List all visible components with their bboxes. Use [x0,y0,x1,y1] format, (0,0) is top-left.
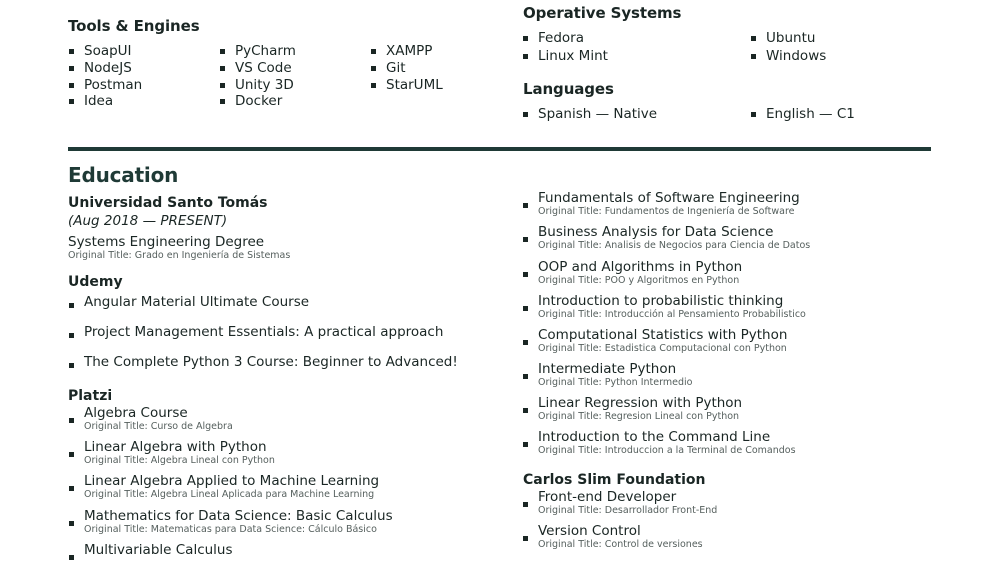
bullet-icon [371,83,376,88]
tool-item: StarUML [371,77,443,93]
study-dates: (Aug 2018 — PRESENT) [68,213,228,229]
bullet-icon [69,521,74,526]
bullet-icon [523,203,528,208]
institution-name: Universidad Santo Tomás [68,195,268,211]
bullet-icon [523,36,528,41]
bullet-icon [69,363,74,368]
bullet-icon [751,54,756,59]
bullet-icon [220,49,225,54]
section-divider [68,147,931,151]
institution-name: Carlos Slim Foundation [523,472,706,488]
tool-item: VS Code [220,60,292,76]
course-item: Algebra Course Original Title: Curso de Al… [69,405,233,432]
bullet-icon [69,99,74,104]
course-item: Business Analysis for Data Science Origin… [523,224,810,251]
course-item: Version Control Original Title: Control de… [523,523,703,550]
course-item: Front-end Developer Original Title: Desarr… [523,489,717,516]
course-item: Introduction to the Command Line Original… [523,429,796,456]
bullet-icon [69,418,74,423]
language-item: Spanish — Native [523,106,657,122]
degree-original-title: Original Title: Grado en Ingeniería de S… [68,250,291,261]
tool-item: NodeJS [69,60,132,76]
education-heading: Education [68,163,179,187]
bullet-icon [69,333,74,338]
language-item: English — C1 [751,106,855,122]
course-item: Linear Regression with Python Original Ti… [523,395,742,422]
tool-item: PyCharm [220,43,296,59]
os-item: Windows [751,48,826,64]
bullet-icon [69,555,74,560]
course-item: Project Management Essentials: A practic… [69,324,443,340]
bullet-icon [523,374,528,379]
tool-item: Unity 3D [220,77,294,93]
tool-item: SoapUI [69,43,132,59]
course-item: Multivariable Calculus [69,542,233,560]
course-item: The Complete Python 3 Course: Beginner t… [69,354,458,370]
course-item: OOP and Algorithms in Python Original Tit… [523,259,742,286]
course-item: Angular Material Ultimate Course [69,294,309,310]
bullet-icon [751,36,756,41]
bullet-icon [523,502,528,507]
tool-item: Git [371,60,406,76]
tool-item: Postman [69,77,142,93]
languages-heading: Languages [523,80,614,98]
bullet-icon [69,83,74,88]
tool-item: Idea [69,93,113,109]
bullet-icon [69,452,74,457]
bullet-icon [523,408,528,413]
institution-name: Udemy [68,274,123,290]
course-item: Mathematics for Data Science: Basic Calc… [69,508,393,535]
os-heading: Operative Systems [523,4,682,22]
bullet-icon [220,83,225,88]
bullet-icon [69,49,74,54]
bullet-icon [69,486,74,491]
os-item: Linux Mint [523,48,608,64]
bullet-icon [69,66,74,71]
tools-heading: Tools & Engines [68,17,200,35]
bullet-icon [220,99,225,104]
os-item: Ubuntu [751,30,815,46]
bullet-icon [371,49,376,54]
os-item: Fedora [523,30,584,46]
course-item: Intermediate Python Original Title: Python… [523,361,692,388]
course-item: Linear Algebra Applied to Machine Learni… [69,473,379,500]
bullet-icon [523,536,528,541]
bullet-icon [523,54,528,59]
institution-name: Platzi [68,388,113,404]
degree-title: Systems Engineering Degree [68,234,265,250]
bullet-icon [523,306,528,311]
course-item: Linear Algebra with Python Original Title… [69,439,275,466]
bullet-icon [220,66,225,71]
bullet-icon [69,303,74,308]
bullet-icon [371,66,376,71]
bullet-icon [523,442,528,447]
bullet-icon [751,112,756,117]
bullet-icon [523,272,528,277]
course-item: Computational Statistics with Python Orig… [523,327,787,354]
bullet-icon [523,112,528,117]
tool-item: Docker [220,93,282,109]
bullet-icon [523,237,528,242]
course-item: Fundamentals of Software Engineering Orig… [523,190,800,217]
bullet-icon [523,340,528,345]
cut-off-text-fragment [68,0,138,2]
course-item: Introduction to probabilistic thinking Or… [523,293,806,320]
tool-item: XAMPP [371,43,432,59]
